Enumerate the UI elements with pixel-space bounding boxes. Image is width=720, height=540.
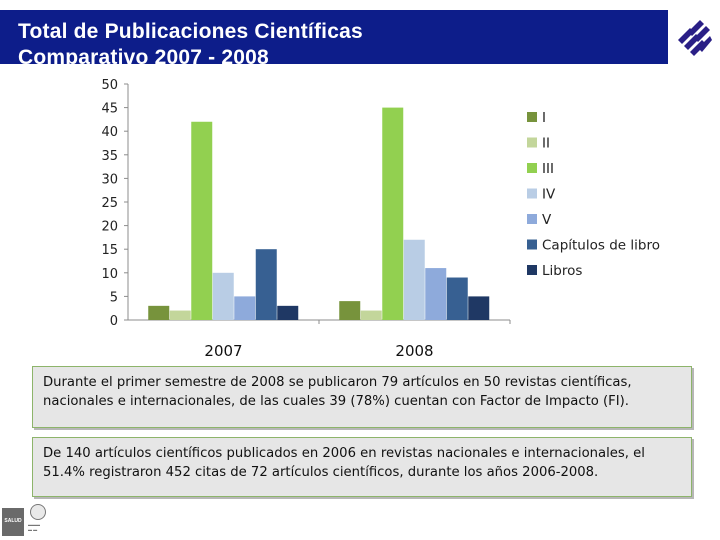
bar-2007-v <box>234 296 256 320</box>
legend-swatch <box>527 239 537 250</box>
bar-2008-iv <box>403 239 425 320</box>
y-tick-label: 0 <box>110 314 118 329</box>
bar-2007-ii <box>169 310 191 320</box>
bar-2008-cap-tulos-de-libro <box>446 277 468 320</box>
legend-swatch <box>527 188 537 199</box>
y-tick-label: 25 <box>101 196 118 211</box>
bar-2007-libros <box>277 305 299 320</box>
y-tick-label: 45 <box>101 102 118 117</box>
bar-2007-cap-tulos-de-libro <box>255 249 277 320</box>
logo-icon <box>678 20 712 56</box>
bar-2008-v <box>425 268 447 320</box>
legend-label: III <box>542 161 554 177</box>
y-tick-label: 20 <box>101 220 118 235</box>
y-tick-label: 40 <box>101 125 118 140</box>
bar-2007-iii <box>191 121 213 320</box>
secretaria-text-icon: ▬▬▬ ▬ ▬ <box>28 522 40 532</box>
legend-label: II <box>542 136 550 152</box>
bar-2008-ii <box>360 310 382 320</box>
legend-label: Capítulos de libro <box>542 238 660 254</box>
slide-subtitle: Comparativo 2007 - 2008 <box>18 46 269 69</box>
footer: SALUD ▬▬▬ ▬ ▬ <box>0 500 720 540</box>
legend-swatch <box>527 137 537 148</box>
legend-swatch <box>527 163 537 173</box>
legend-swatch <box>527 214 537 224</box>
slide-title: Total de Publicaciones Científicas <box>18 20 363 43</box>
y-tick-label: 30 <box>101 172 118 187</box>
government-seal-icon <box>30 504 46 520</box>
chart-area: 0 5 10 15 20 25 30 35 40 45 50 2007 2008 I II III IV V Cap… <box>0 70 720 366</box>
x-tick-label: 2008 <box>395 342 433 360</box>
y-tick-label: 15 <box>101 243 118 258</box>
y-tick-label: 10 <box>101 267 118 282</box>
bar-2007-i <box>148 305 170 320</box>
y-tick-label: 50 <box>101 78 118 93</box>
bar-2007-iv <box>212 272 234 320</box>
summary-note-1: Durante el primer semestre de 2008 se pu… <box>32 366 692 428</box>
title-band: Total de Publicaciones Científicas Compa… <box>0 10 668 69</box>
summary-note-2: De 140 artículos científicos publicados … <box>32 437 692 497</box>
legend-label: IV <box>542 187 556 203</box>
legend-swatch <box>527 112 537 122</box>
x-tick-label: 2007 <box>204 342 242 360</box>
y-tick-label: 5 <box>110 290 118 305</box>
y-tick-label: 35 <box>101 149 118 164</box>
salud-badge: SALUD <box>2 508 24 536</box>
slide-header: Total de Publicaciones Científicas Compa… <box>0 0 720 69</box>
bar-2008-libros <box>468 296 490 320</box>
legend-label: I <box>542 110 546 126</box>
legend-label: Libros <box>542 263 582 279</box>
bar-2008-i <box>339 301 361 320</box>
legend-swatch <box>527 265 537 275</box>
legend-label: V <box>542 212 552 228</box>
bar-2008-iii <box>382 107 404 320</box>
institution-logo <box>668 10 720 64</box>
